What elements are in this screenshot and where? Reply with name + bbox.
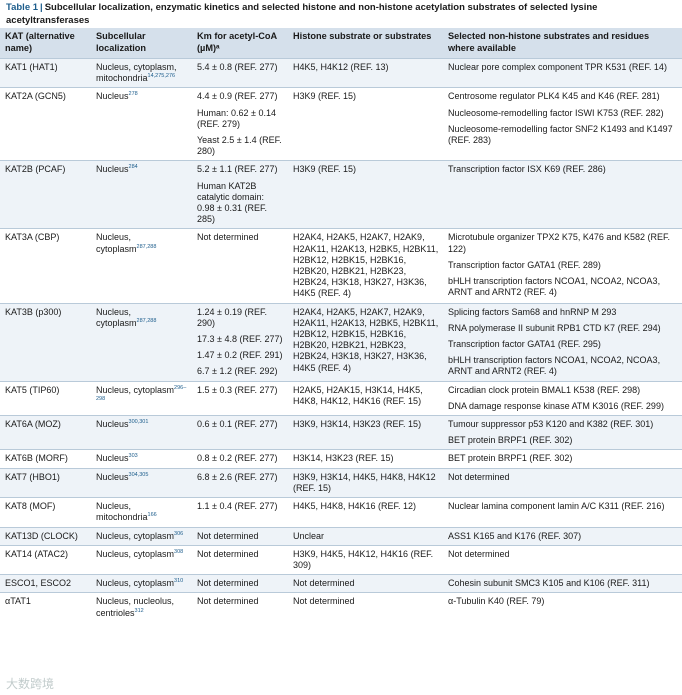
table-caption: Subcellular localization, enzymatic kine…	[6, 2, 598, 26]
cell-nonhistone: Nuclear pore complex component TPR K531 …	[443, 57, 682, 88]
cell-km: Not determined	[192, 526, 288, 546]
cell-nonhistone: Splicing factors Sam68 and hnRNP M 293 RN…	[443, 302, 682, 382]
cell-histone: H3K9, H3K14, H3K23 (REF. 15)	[288, 415, 443, 450]
cell-histone: H2AK5, H2AK15, H3K14, H4K5, H4K8, H4K12,…	[288, 380, 443, 416]
cell-histone: Unclear	[288, 526, 443, 546]
cell-histone: H3K9, H3K14, H4K5, H4K8, H4K12 (REF. 15)	[288, 467, 443, 498]
watermark: 大数跨境	[6, 677, 55, 691]
header-row: KAT (alternative name) Subcellular local…	[0, 28, 682, 59]
cell-histone: H3K9 (REF. 15)	[288, 160, 443, 229]
cell-km: 1.5 ± 0.3 (REF. 277)	[192, 380, 288, 416]
cell-localization: Nucleus, cytoplasm308	[91, 544, 192, 575]
cell-histone: Not determined	[288, 592, 443, 622]
cell-nonhistone: ASS1 K165 and K176 (REF. 307)	[443, 526, 682, 546]
cell-km: 0.6 ± 0.1 (REF. 277)	[192, 415, 288, 450]
table-row: KAT6B (MORF) Nucleus303 0.8 ± 0.2 (REF. 27…	[0, 449, 682, 469]
cell-nonhistone: Cohesin subunit SMC3 K105 and K106 (REF.…	[443, 574, 682, 593]
table-row: KAT2B (PCAF) Nucleus284 5.2 ± 1.1 (REF. 27…	[0, 160, 682, 229]
cell-localization: Nucleus, cytoplasm310	[91, 574, 192, 593]
cell-localization: Nucleus278	[91, 87, 192, 161]
header-localization: Subcellular localization	[91, 28, 192, 59]
cell-km: Not determined	[192, 592, 288, 622]
cell-km: Not determined	[192, 544, 288, 575]
cell-km: 6.8 ± 2.6 (REF. 277)	[192, 467, 288, 498]
cell-kat: KAT8 (MOF)	[0, 497, 91, 527]
cell-kat: KAT1 (HAT1)	[0, 57, 91, 88]
cell-kat: ESCO1, ESCO2	[0, 574, 91, 593]
cell-localization: Nucleus, mitochondria166	[91, 497, 192, 527]
table-title: Table 1 | Subcellular localization, enzyma…	[6, 2, 598, 26]
table-row: αTAT1 Nucleus, nucleolus, centrioles312 No…	[0, 592, 682, 622]
cell-kat: αTAT1	[0, 592, 91, 622]
cell-nonhistone: Not determined	[443, 467, 682, 498]
cell-km: 0.8 ± 0.2 (REF. 277)	[192, 449, 288, 469]
cell-kat: KAT2A (GCN5)	[0, 87, 91, 161]
cell-histone: H3K9 (REF. 15)	[288, 87, 443, 161]
cell-kat: KAT3B (p300)	[0, 302, 91, 382]
cell-histone: H2AK4, H2AK5, H2AK7, H2AK9, H2AK11, H2AK…	[288, 228, 443, 304]
cell-km: 5.4 ± 0.8 (REF. 277)	[192, 57, 288, 88]
cell-nonhistone: Centrosome regulator PLK4 K45 and K46 (R…	[443, 87, 682, 161]
table-row: KAT5 (TIP60) Nucleus, cytoplasm296–298 1.5…	[0, 380, 682, 416]
table-row: KAT8 (MOF) Nucleus, mitochondria166 1.1 ± …	[0, 497, 682, 527]
cell-localization: Nucleus303	[91, 449, 192, 469]
cell-kat: KAT5 (TIP60)	[0, 380, 91, 416]
cell-nonhistone: Tumour suppressor p53 K120 and K382 (REF…	[443, 415, 682, 450]
header-histone: Histone substrate or substrates	[288, 28, 443, 59]
cell-kat: KAT6A (MOZ)	[0, 415, 91, 450]
table-row: KAT14 (ATAC2) Nucleus, cytoplasm308 Not de…	[0, 544, 682, 575]
cell-nonhistone: α-Tubulin K40 (REF. 79)	[443, 592, 682, 622]
table-row: KAT13D (CLOCK) Nucleus, cytoplasm306 Not d…	[0, 526, 682, 546]
cell-histone: Not determined	[288, 574, 443, 593]
cell-km: 5.2 ± 1.1 (REF. 277) Human KAT2B catalyti…	[192, 160, 288, 229]
cell-kat: KAT6B (MORF)	[0, 449, 91, 469]
cell-histone: H4K5, H4K12 (REF. 13)	[288, 57, 443, 88]
cell-km: 1.24 ± 0.19 (REF. 290) 17.3 ± 4.8 (REF. 2…	[192, 302, 288, 382]
cell-kat: KAT14 (ATAC2)	[0, 544, 91, 575]
cell-histone: H3K14, H3K23 (REF. 15)	[288, 449, 443, 469]
table-row: ESCO1, ESCO2 Nucleus, cytoplasm310 Not det…	[0, 574, 682, 593]
cell-kat: KAT3A (CBP)	[0, 228, 91, 304]
cell-kat: KAT7 (HBO1)	[0, 467, 91, 498]
cell-nonhistone: Not determined	[443, 544, 682, 575]
cell-nonhistone: Transcription factor ISX K69 (REF. 286)	[443, 160, 682, 229]
cell-histone: H2AK4, H2AK5, H2AK7, H2AK9, H2AK11, H2AK…	[288, 302, 443, 382]
cell-localization: Nucleus304,305	[91, 467, 192, 498]
kat-table: KAT (alternative name) Subcellular local…	[0, 28, 682, 622]
cell-kat: KAT13D (CLOCK)	[0, 526, 91, 546]
cell-km: 1.1 ± 0.4 (REF. 277)	[192, 497, 288, 527]
header-nonhistone: Selected non-histone substrates and resi…	[443, 28, 682, 59]
cell-localization: Nucleus, cytoplasm287,288	[91, 302, 192, 382]
cell-localization: Nucleus300,301	[91, 415, 192, 450]
table-row: KAT2A (GCN5) Nucleus278 4.4 ± 0.9 (REF. 27…	[0, 87, 682, 161]
table-row: KAT7 (HBO1) Nucleus304,305 6.8 ± 2.6 (REF.…	[0, 467, 682, 498]
cell-km: Not determined	[192, 228, 288, 304]
table-body: KAT1 (HAT1) Nucleus, cytoplasm, mitochond…	[0, 57, 682, 622]
cell-localization: Nucleus, cytoplasm, mitochondria14,275,2…	[91, 57, 192, 88]
cell-localization: Nucleus, cytoplasm287,288	[91, 228, 192, 304]
cell-km: Not determined	[192, 574, 288, 593]
table-number: Table 1	[6, 2, 39, 13]
cell-localization: Nucleus, cytoplasm296–298	[91, 380, 192, 416]
cell-nonhistone: Microtubule organizer TPX2 K75, K476 and…	[443, 228, 682, 304]
cell-kat: KAT2B (PCAF)	[0, 160, 91, 229]
cell-localization: Nucleus, cytoplasm306	[91, 526, 192, 546]
cell-km: 4.4 ± 0.9 (REF. 277) Human: 0.62 ± 0.14 (…	[192, 87, 288, 161]
cell-histone: H4K5, H4K8, H4K16 (REF. 12)	[288, 497, 443, 527]
table-row: KAT1 (HAT1) Nucleus, cytoplasm, mitochond…	[0, 57, 682, 88]
header-km: Km for acetyl-CoA (µM)ᵃ	[192, 28, 288, 59]
cell-nonhistone: BET protein BRPF1 (REF. 302)	[443, 449, 682, 469]
cell-nonhistone: Circadian clock protein BMAL1 K538 (REF.…	[443, 380, 682, 416]
table-row: KAT6A (MOZ) Nucleus300,301 0.6 ± 0.1 (REF.…	[0, 415, 682, 450]
table-row: KAT3A (CBP) Nucleus, cytoplasm287,288 Not …	[0, 228, 682, 304]
table-row: KAT3B (p300) Nucleus, cytoplasm287,288 1.2…	[0, 302, 682, 382]
cell-localization: Nucleus284	[91, 160, 192, 229]
header-kat: KAT (alternative name)	[0, 28, 91, 59]
cell-localization: Nucleus, nucleolus, centrioles312	[91, 592, 192, 622]
cell-histone: H3K9, H4K5, H4K12, H4K16 (REF. 309)	[288, 544, 443, 575]
cell-nonhistone: Nuclear lamina component lamin A/C K311 …	[443, 497, 682, 527]
